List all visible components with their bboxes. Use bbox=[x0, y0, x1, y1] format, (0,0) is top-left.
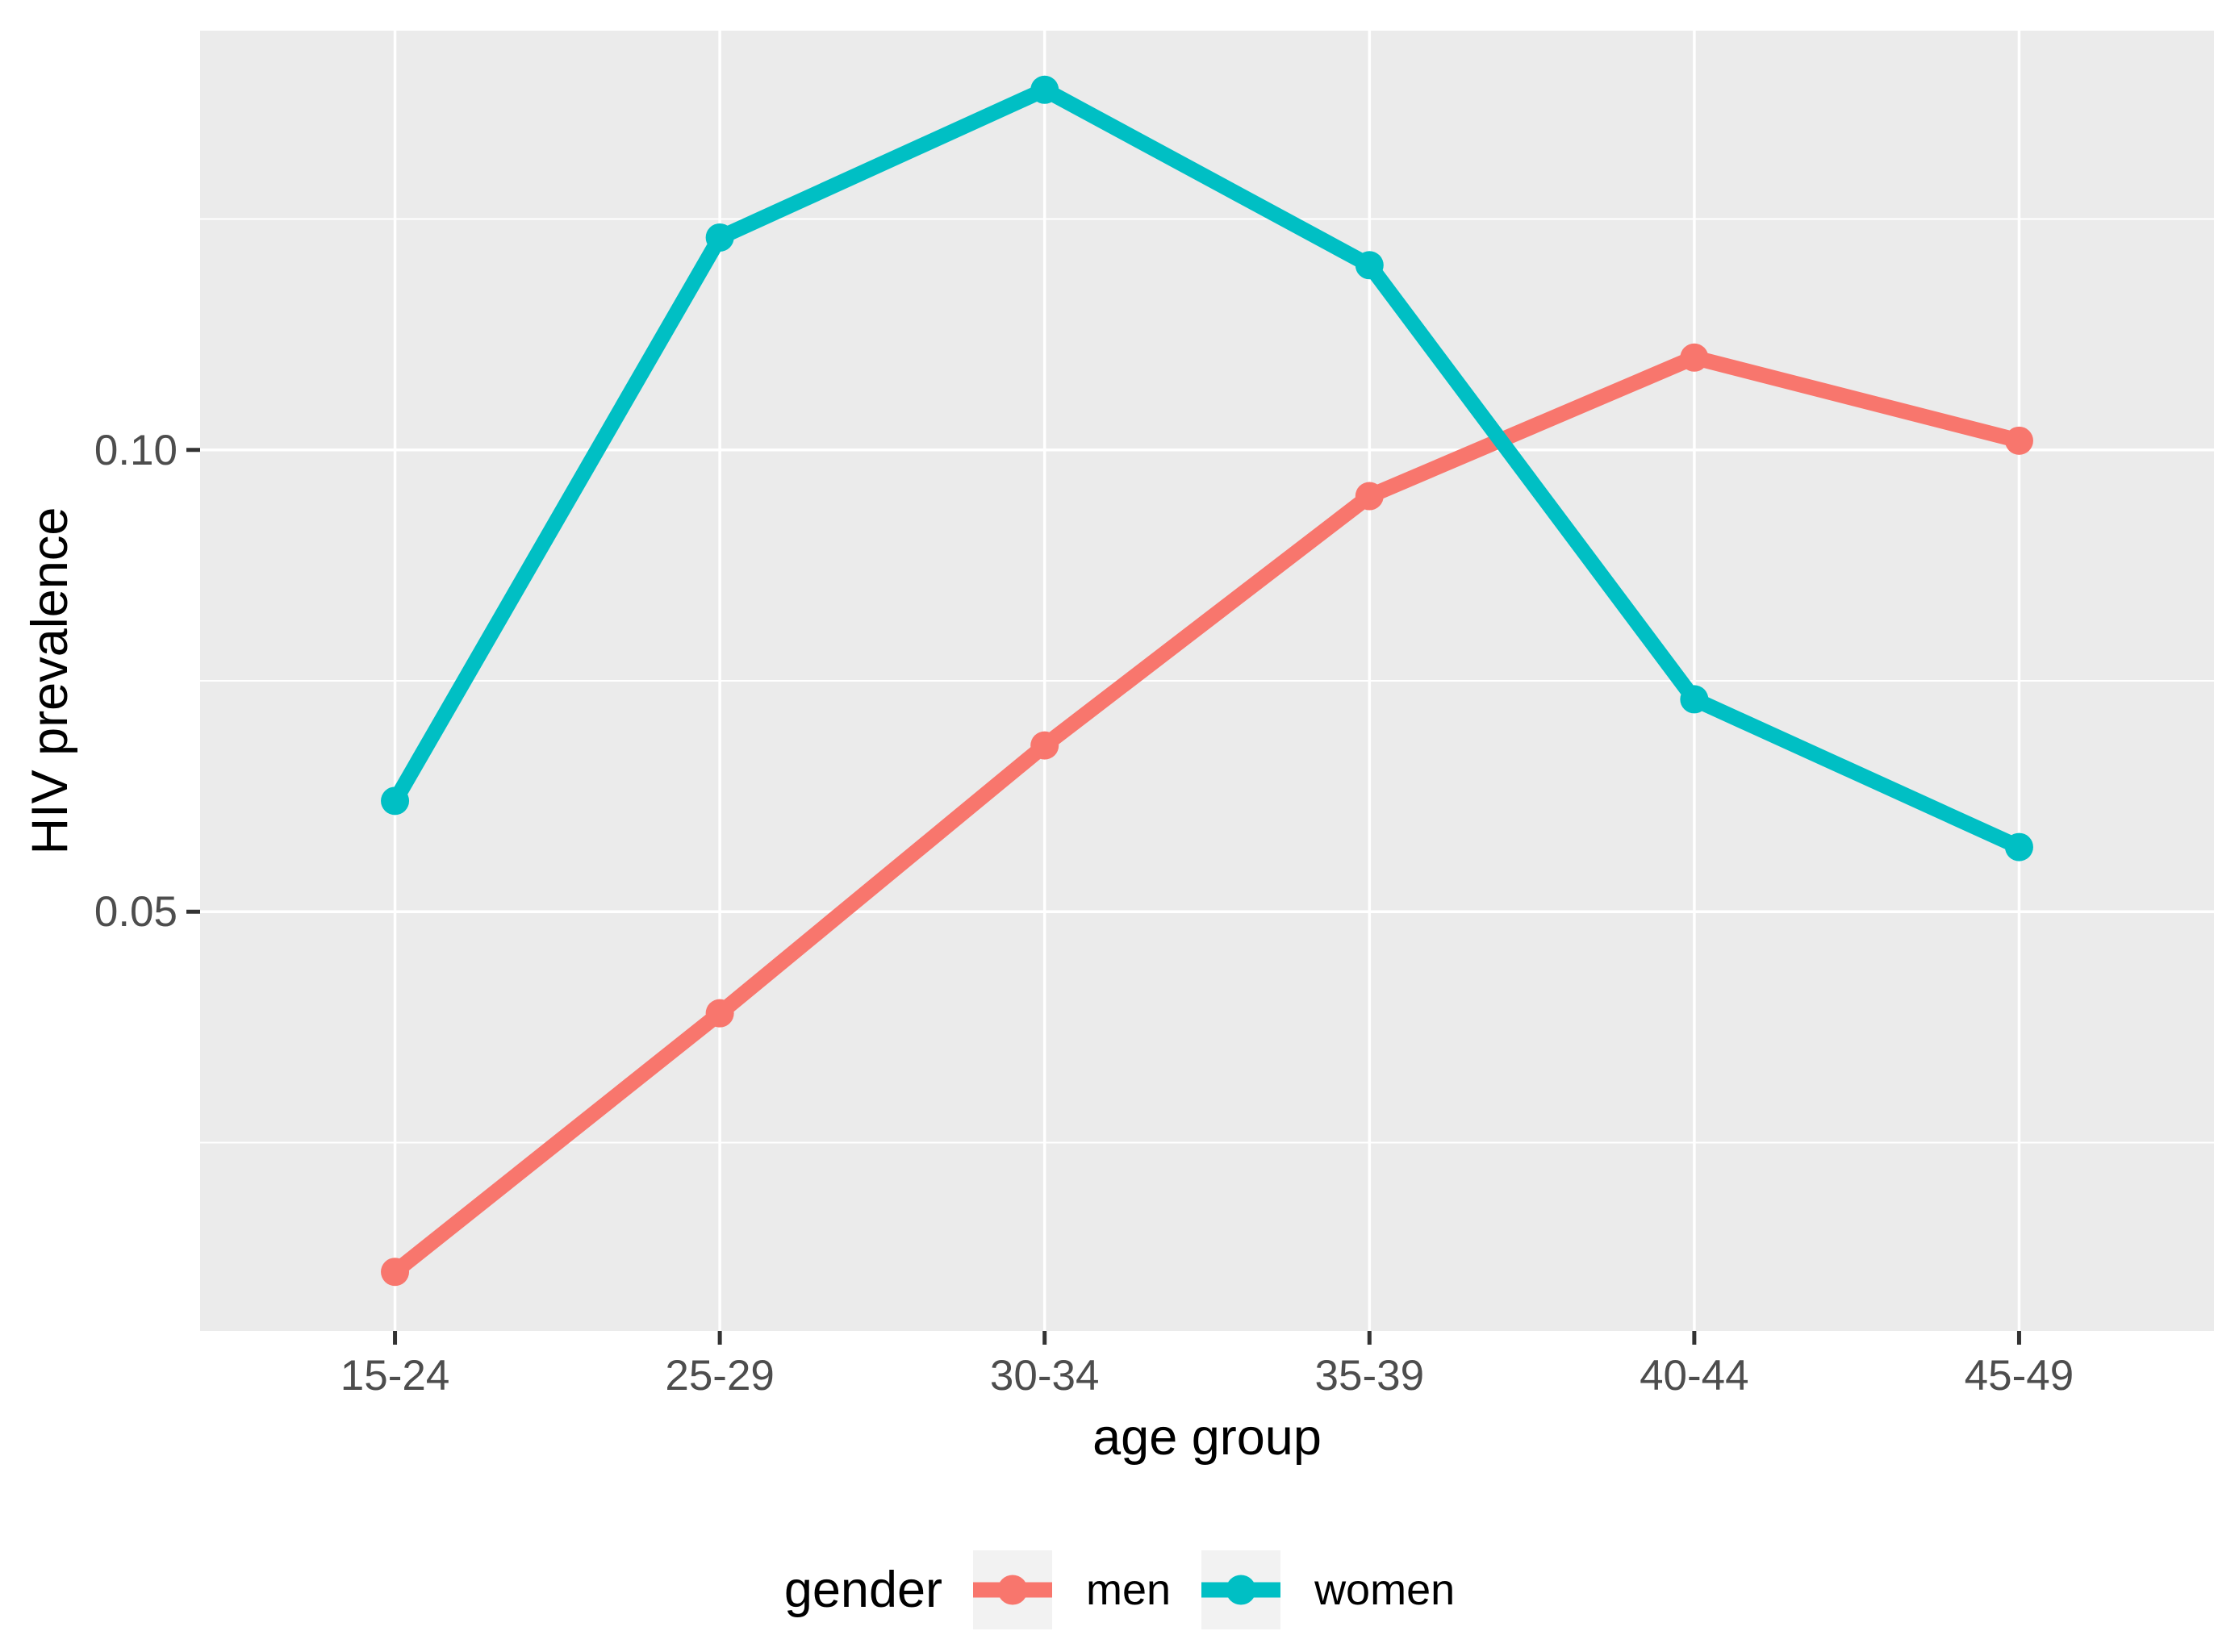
x-tick-label: 15-24 bbox=[340, 1352, 450, 1400]
legend-key-women bbox=[1201, 1550, 1281, 1629]
legend-item-women: women bbox=[1201, 1550, 1455, 1629]
y-axis-title: HIV prevalence bbox=[22, 507, 78, 855]
y-tick-label: 0.10 bbox=[94, 427, 178, 474]
x-axis-title: age group bbox=[1092, 1409, 1322, 1466]
y-tick-label: 0.05 bbox=[94, 888, 178, 936]
point-men-40-44 bbox=[1680, 343, 1709, 372]
series-line-men bbox=[390, 349, 2021, 1279]
legend-label-women: women bbox=[1314, 1566, 1456, 1614]
point-men-45-49 bbox=[2004, 426, 2033, 455]
point-women-40-44 bbox=[1680, 685, 1709, 714]
x-tick-label: 35-39 bbox=[1315, 1352, 1425, 1400]
x-tick-label: 40-44 bbox=[1640, 1352, 1749, 1400]
men-point-glyph bbox=[997, 1575, 1028, 1605]
x-tick-label: 45-49 bbox=[1965, 1352, 2074, 1400]
point-men-30-34 bbox=[1030, 731, 1059, 760]
point-men-15-24 bbox=[381, 1258, 410, 1287]
point-women-15-24 bbox=[381, 786, 410, 816]
legend: gender men women bbox=[0, 1537, 2239, 1642]
x-tick-label: 30-34 bbox=[990, 1352, 1100, 1400]
women-point-glyph bbox=[1226, 1575, 1256, 1605]
legend-label-men: men bbox=[1086, 1566, 1172, 1614]
x-tick-label: 25-29 bbox=[665, 1352, 775, 1400]
legend-key-men bbox=[973, 1550, 1053, 1629]
point-women-35-39 bbox=[1355, 251, 1384, 280]
point-men-35-39 bbox=[1355, 482, 1384, 511]
legend-title: gender bbox=[783, 1562, 943, 1618]
point-women-25-29 bbox=[705, 223, 734, 252]
series-line-women bbox=[388, 81, 2023, 854]
point-women-30-34 bbox=[1030, 75, 1059, 104]
point-men-25-29 bbox=[705, 999, 734, 1028]
legend-item-men: men bbox=[973, 1550, 1171, 1629]
point-women-45-49 bbox=[2004, 832, 2033, 861]
